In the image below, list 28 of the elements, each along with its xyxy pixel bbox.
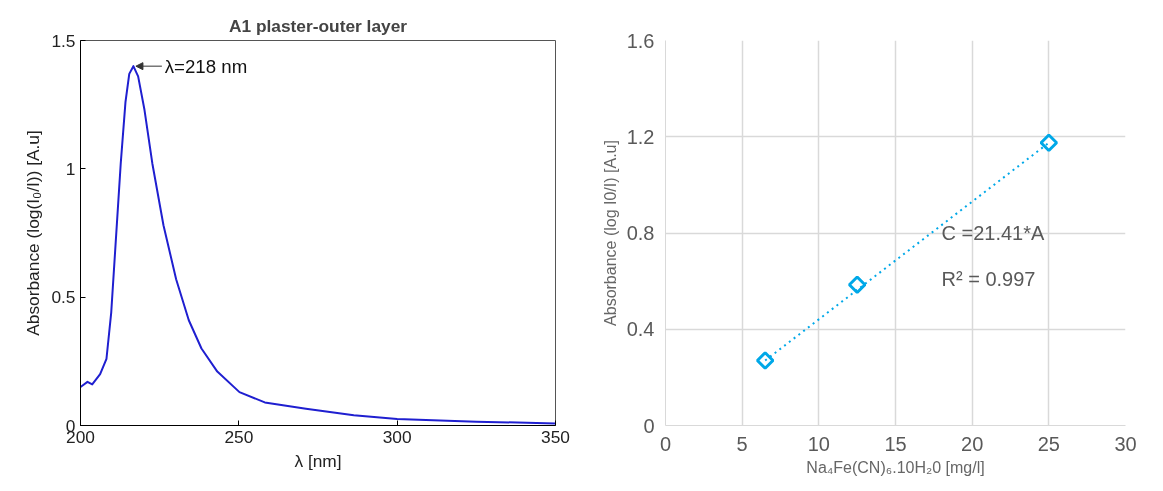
x-tick-label: 350 bbox=[541, 426, 570, 447]
x-tick-label: 20 bbox=[961, 432, 984, 455]
x-tick-label: 0 bbox=[659, 432, 672, 455]
y-tick-label: 1.5 bbox=[51, 30, 76, 51]
x-tick-label: 5 bbox=[736, 432, 748, 455]
y-tick-label: 0.4 bbox=[626, 318, 655, 341]
y-tick-label: 1 bbox=[65, 158, 76, 179]
y-tick-label: 1.2 bbox=[626, 125, 655, 148]
y-tick-label: 0.8 bbox=[626, 222, 655, 244]
x-tick-label: 25 bbox=[1037, 432, 1060, 455]
y-axis-title: Absorbance (log I0/I) [A.u] bbox=[601, 140, 619, 326]
y-axis-title: Absorbance (log(I₀/I)) [A.u] bbox=[23, 130, 44, 336]
annotation: λ=218 nm bbox=[164, 55, 248, 77]
x-tick-label: 10 bbox=[807, 432, 830, 455]
x-tick-label: 300 bbox=[382, 426, 412, 447]
x-axis-title: λ [nm] bbox=[294, 450, 342, 471]
annotation: R² = 0.997 bbox=[941, 268, 1036, 291]
x-axis-title: Na₄Fe(CN)₆.10H₂0 [mg/l] bbox=[806, 458, 985, 476]
y-tick-label: 0.5 bbox=[51, 287, 76, 308]
y-tick-label: 1.6 bbox=[626, 29, 655, 52]
x-tick-label: 30 bbox=[1114, 432, 1137, 455]
chart-title: A1 plaster-outer layer bbox=[228, 15, 408, 36]
point bbox=[755, 351, 775, 370]
point bbox=[847, 275, 867, 295]
point bbox=[1039, 133, 1059, 153]
x-tick-label: 15 bbox=[884, 432, 907, 455]
x-tick-label: 250 bbox=[224, 426, 254, 447]
annotation: C =21.41*A bbox=[941, 222, 1046, 244]
